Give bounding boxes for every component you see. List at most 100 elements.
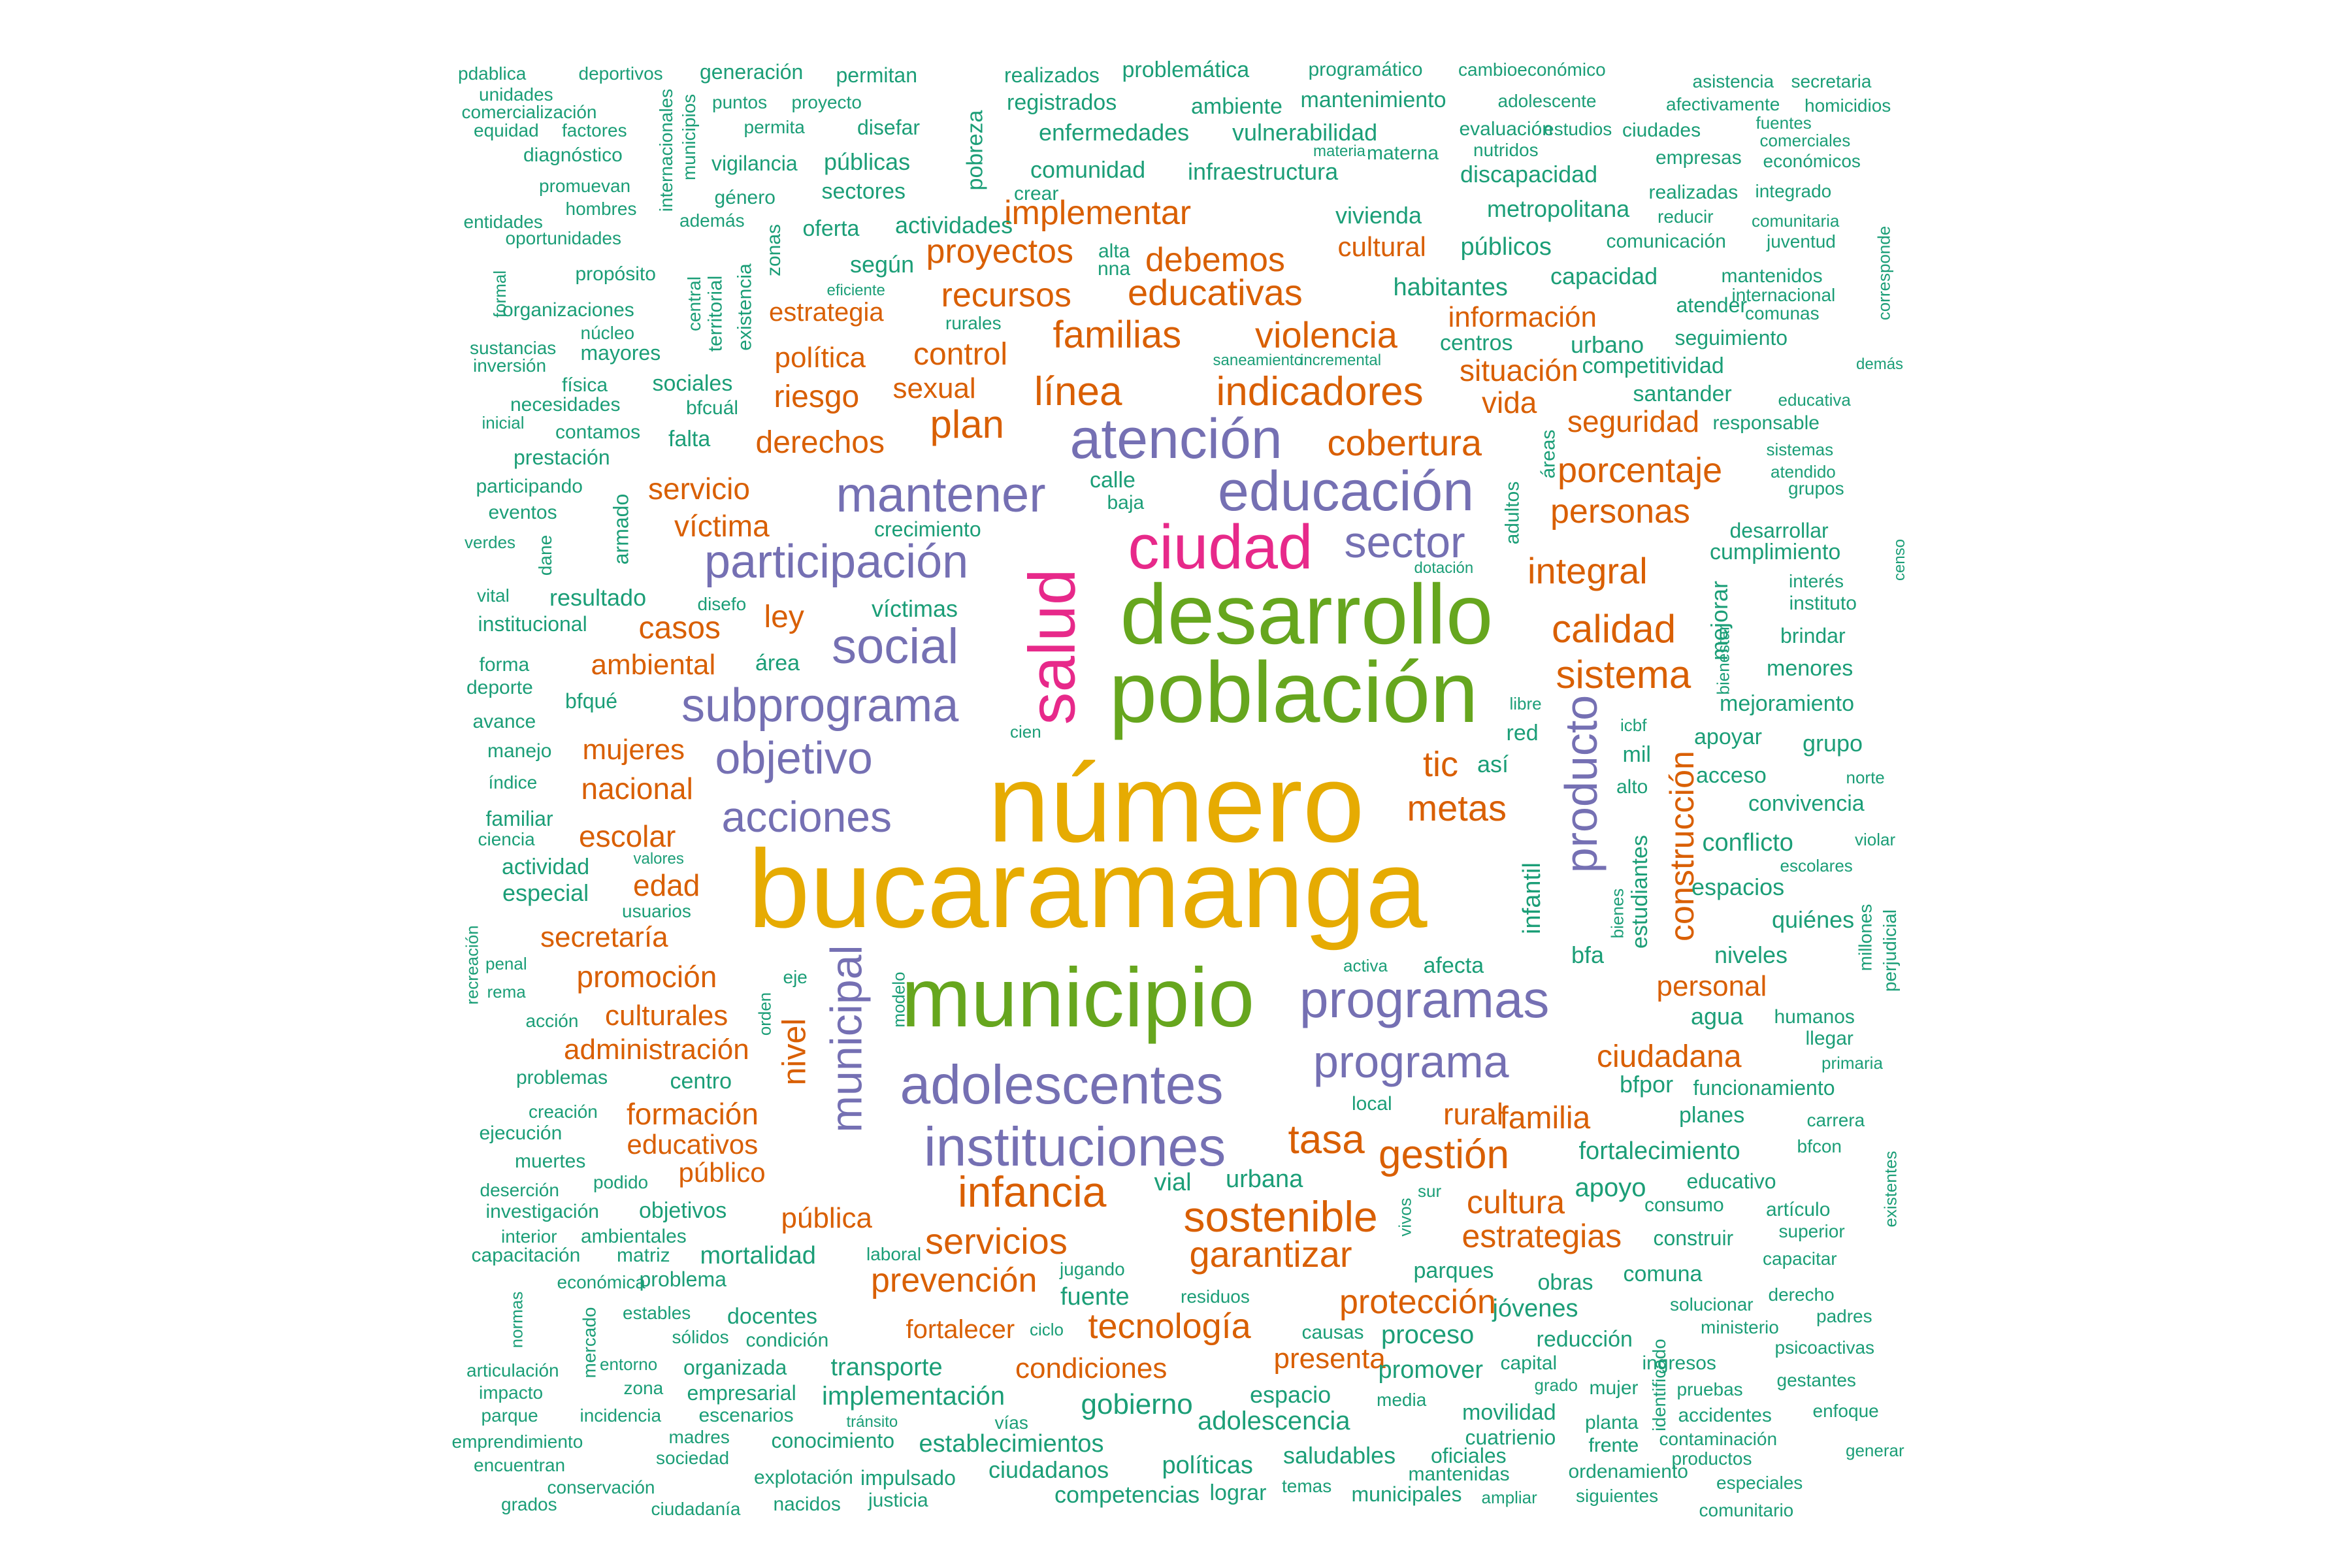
word-atención: atención (1070, 408, 1282, 470)
word-oferta: oferta (802, 216, 860, 241)
word-comunitario: comunitario (1699, 1500, 1794, 1520)
word-identificado: identificado (1648, 1339, 1669, 1431)
word-programa: programa (1313, 1036, 1509, 1087)
word-accidentes: accidentes (1678, 1405, 1772, 1426)
word-diagnóstico: diagnóstico (523, 144, 623, 166)
word-social: social (832, 619, 959, 674)
word-capital: capital (1500, 1352, 1558, 1374)
word-violencia: violencia (1255, 314, 1397, 355)
word-grupos: grupos (1788, 478, 1844, 498)
word-resultado: resultado (549, 584, 647, 611)
word-dotación: dotación (1414, 559, 1474, 577)
word-bfpor: bfpor (1620, 1071, 1674, 1098)
word-sur: sur (1418, 1181, 1442, 1201)
word-además: además (679, 210, 745, 231)
word-generar: generar (1846, 1441, 1904, 1460)
word-inicial: inicial (482, 413, 525, 433)
word-plan: plan (930, 402, 1004, 446)
word-escolar: escolar (579, 819, 676, 853)
word-bucaramanga: bucaramanga (748, 827, 1428, 951)
word-mortalidad: mortalidad (700, 1242, 816, 1269)
word-información: información (1448, 301, 1597, 333)
word-cumplimiento: cumplimiento (1710, 540, 1841, 564)
word-pública: pública (781, 1202, 872, 1234)
word-grados: grados (501, 1494, 557, 1514)
word-instituciones: instituciones (924, 1116, 1226, 1177)
word-vías: vías (994, 1413, 1028, 1433)
word-eficiente: eficiente (826, 282, 885, 299)
word-vigilancia: vigilancia (711, 152, 798, 175)
word-convivencia: convivencia (1748, 791, 1865, 816)
word-puntos: puntos (712, 92, 768, 112)
word-problema: problema (639, 1267, 727, 1291)
word-número: número (988, 742, 1365, 866)
word-áreas: áreas (1537, 429, 1560, 479)
word-cambioeconómico: cambioeconómico (1458, 59, 1606, 80)
word-acción: acción (525, 1011, 579, 1031)
word-rural: rural (1443, 1097, 1504, 1131)
word-escolares: escolares (1780, 856, 1853, 875)
word-nacidos: nacidos (773, 1494, 841, 1515)
word-apoyar: apoyar (1694, 725, 1762, 749)
word-objetivos: objetivos (639, 1198, 727, 1223)
word-riesgo: riesgo (774, 380, 860, 414)
word-familia: familia (1499, 1101, 1591, 1135)
word-atendido: atendido (1771, 462, 1836, 482)
word-proceso: proceso (1381, 1320, 1475, 1349)
word-violar: violar (1855, 830, 1896, 849)
word-consumo: consumo (1644, 1194, 1724, 1216)
word-servicios: servicios (925, 1220, 1068, 1262)
word-ambientales: ambientales (581, 1226, 687, 1247)
word-comercialización: comercialización (461, 102, 597, 122)
word-interior: interior (501, 1226, 557, 1247)
word-pdablica: pdablica (458, 63, 527, 84)
word-situación: situación (1460, 353, 1578, 387)
word-demás: demás (1856, 355, 1904, 373)
word-capacitar: capacitar (1763, 1249, 1837, 1269)
word-nna: nna (1098, 258, 1131, 280)
word-problemas: problemas (516, 1067, 608, 1088)
word-urbano: urbano (1571, 331, 1644, 358)
word-empresarial: empresarial (687, 1381, 796, 1405)
word-subprograma: subprograma (681, 679, 959, 732)
word-formación: formación (627, 1097, 759, 1131)
word-tránsito: tránsito (846, 1413, 898, 1431)
word-programático: programático (1308, 59, 1423, 80)
word-ambiental: ambiental (591, 649, 716, 681)
word-adolescencia: adolescencia (1198, 1407, 1350, 1435)
word-capacidad: capacidad (1550, 263, 1658, 289)
word-tic: tic (1423, 745, 1458, 784)
word-ciudades: ciudades (1622, 120, 1701, 141)
word-mantenimiento: mantenimiento (1300, 88, 1446, 112)
word-impacto: impacto (479, 1382, 544, 1403)
word-acceso: acceso (1696, 763, 1767, 788)
word-estables: estables (623, 1303, 691, 1323)
word-productos: productos (1671, 1448, 1752, 1469)
word-sociales: sociales (652, 371, 733, 396)
word-contaminación: contaminación (1659, 1429, 1778, 1449)
word-derecho: derecho (1768, 1284, 1835, 1305)
word-participando: participando (476, 476, 583, 497)
word-sociedad: sociedad (656, 1448, 730, 1468)
word-fuentes: fuentes (1756, 113, 1812, 133)
word-área: área (755, 651, 800, 676)
word-mujeres: mujeres (582, 734, 685, 766)
word-afectivamente: afectivamente (1666, 94, 1780, 114)
word-especiales: especiales (1716, 1473, 1803, 1493)
word-residuos: residuos (1181, 1286, 1250, 1307)
word-padres: padres (1816, 1306, 1872, 1326)
word-secretaría: secretaría (540, 921, 668, 953)
word-espacio: espacio (1250, 1381, 1331, 1408)
word-juventud: juventud (1767, 231, 1836, 252)
word-estrategia: estrategia (769, 298, 884, 327)
word-educación: educación (1218, 460, 1475, 523)
word-prevención: prevención (871, 1262, 1037, 1299)
word-públicos: públicos (1460, 233, 1552, 261)
word-seguridad: seguridad (1567, 404, 1700, 438)
word-sostenible: sostenible (1183, 1192, 1378, 1241)
word-internacionales: internacionales (656, 88, 677, 212)
word-pruebas: pruebas (1676, 1379, 1743, 1399)
word-objetivo: objetivo (715, 732, 873, 783)
word-instituto: instituto (1789, 593, 1857, 614)
word-necesidades: necesidades (510, 394, 621, 416)
